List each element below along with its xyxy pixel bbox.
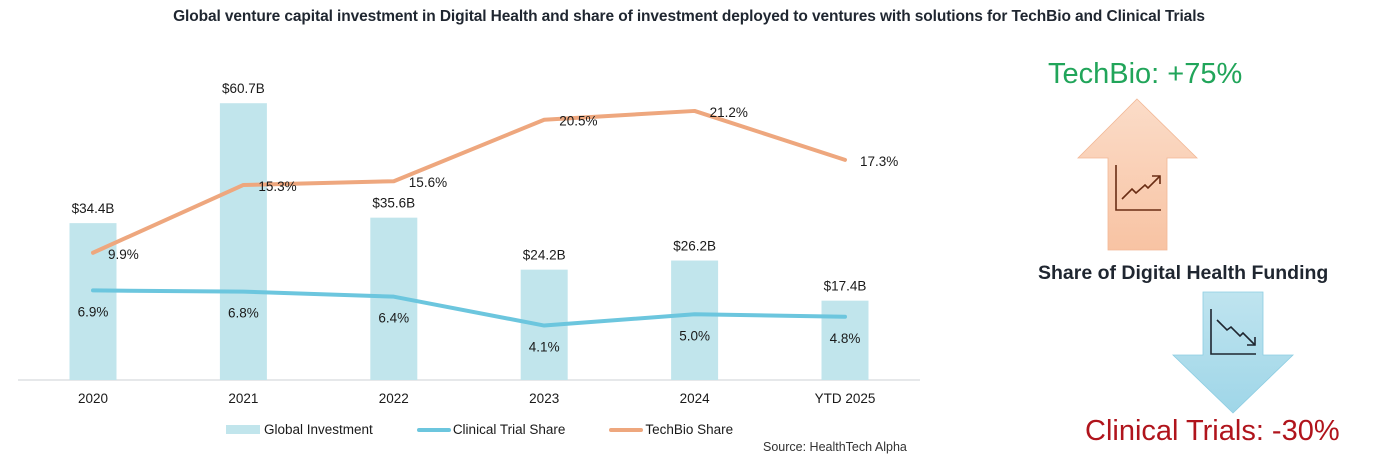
trend-down-chart-icon [1210, 309, 1256, 355]
down-arrow-icon [1172, 291, 1294, 414]
techbio-share-line [91, 108, 847, 255]
techbio-share-data-label: 15.3% [258, 179, 296, 194]
share-heading: Share of Digital Health Funding [1038, 262, 1329, 284]
clinical-change-label: Clinical Trials: -30% [1085, 415, 1340, 447]
bar-data-label: $34.4B [72, 201, 115, 216]
up-arrow-icon [1077, 98, 1198, 251]
legend: Global Investment Clinical Trial Share T… [226, 422, 777, 437]
source-note: Source: HealthTech Alpha [763, 440, 907, 454]
bar-data-label: $17.4B [824, 279, 867, 294]
x-tick-label: 2020 [78, 391, 108, 406]
techbio-share-data-label: 9.9% [108, 247, 139, 262]
techbio-change-label: TechBio: +75% [1048, 58, 1243, 90]
x-tick-label: 2023 [529, 391, 559, 406]
x-tick-label: 2024 [680, 391, 711, 406]
bar-data-label: $24.2B [523, 248, 566, 263]
clinical-share-data-label: 5.0% [679, 328, 710, 343]
clinical-share-data-label: 6.9% [78, 304, 109, 319]
bar-global-investment [821, 300, 869, 380]
clinical-share-data-label: 6.8% [228, 306, 259, 321]
techbio-share-data-label: 21.2% [710, 105, 748, 120]
legend-item-techbio-share: TechBio Share [609, 422, 733, 437]
legend-item-global-investment: Global Investment [226, 422, 373, 437]
chart-title: Global venture capital investment in Dig… [173, 8, 1205, 25]
legend-label: TechBio Share [645, 422, 734, 437]
legend-swatch-line [609, 427, 644, 432]
x-tick-label: 2021 [228, 391, 258, 406]
trend-up-chart-icon [1115, 165, 1161, 211]
techbio-share-data-label: 15.6% [409, 175, 447, 190]
legend-swatch-bar [226, 425, 260, 434]
bar-global-investment [69, 223, 117, 380]
legend-item-clinical-trial-share: Clinical Trial Share [416, 422, 566, 437]
clinical-trial-share-line [91, 288, 847, 328]
bar-data-label: $26.2B [673, 239, 716, 254]
clinical-share-data-label: 6.4% [378, 311, 409, 326]
techbio-share-data-label: 17.3% [860, 154, 898, 169]
bar-global-investment [219, 103, 267, 380]
legend-label: Clinical Trial Share [452, 422, 566, 437]
x-tick-label: YTD 2025 [815, 391, 876, 406]
x-tick-label: 2022 [379, 391, 409, 406]
legend-swatch-line [416, 427, 451, 432]
bar-data-label: $35.6B [372, 196, 415, 211]
legend-label: Global Investment [264, 422, 373, 437]
clinical-share-data-label: 4.8% [830, 331, 861, 346]
bar-global-investment [671, 260, 719, 380]
techbio-share-data-label: 20.5% [559, 114, 597, 129]
bar-data-label: $60.7B [222, 81, 265, 96]
clinical-share-data-label: 4.1% [529, 340, 560, 355]
